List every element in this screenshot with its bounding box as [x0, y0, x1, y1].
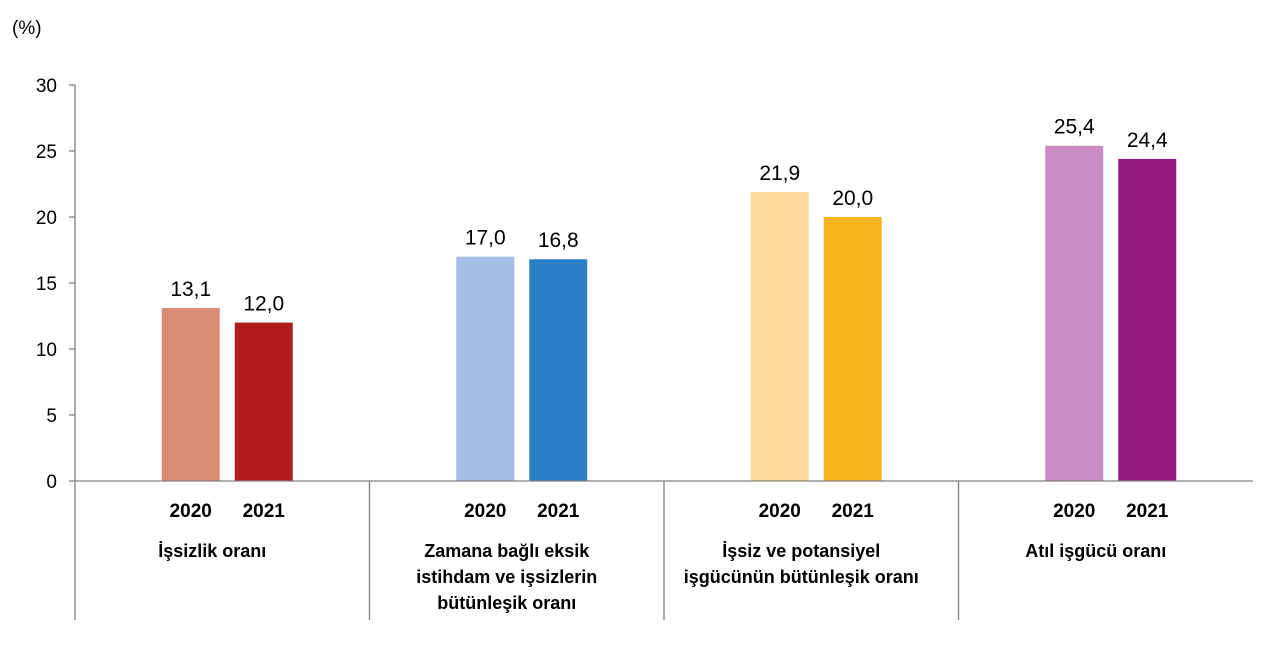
category-label: Atıl işgücü oranı: [1025, 541, 1166, 561]
bar-2021: [234, 322, 293, 481]
category-label: Zamana bağlı eksik: [424, 541, 590, 561]
year-label: 2020: [464, 501, 506, 522]
category-label: istihdam ve işsizlerin: [416, 567, 597, 587]
bar-2020: [161, 308, 220, 481]
y-tick-label: 0: [46, 472, 57, 493]
y-tick-label: 10: [36, 340, 57, 361]
category-label: İşsiz ve potansiyel: [722, 541, 880, 561]
data-label: 12,0: [243, 293, 284, 316]
bar-2021: [529, 259, 588, 481]
year-label: 2020: [1053, 501, 1095, 522]
year-label: 2021: [243, 501, 286, 522]
data-label: 17,0: [465, 227, 506, 250]
year-label: 2020: [170, 501, 212, 522]
year-label: 2021: [537, 501, 580, 522]
data-label: 13,1: [170, 278, 211, 301]
category-label: bütünleşik oranı: [437, 593, 576, 613]
y-tick-label: 15: [36, 274, 57, 295]
bars: 13,1 12,0 17,0 16,8 21,9 20,0 25,4 24,4: [161, 116, 1177, 482]
category-label: İşsizlik oranı: [158, 541, 266, 561]
y-axis: 0 5 10 15 20 25 30: [36, 76, 76, 620]
unit-label: (%): [12, 18, 42, 39]
y-tick-label: 30: [36, 76, 57, 97]
bar-2021: [1118, 158, 1177, 482]
x-axis: 2020 2021 İşsizlik oranı 2020 2021 Zamana bağ…: [75, 480, 1253, 620]
data-label: 21,9: [759, 162, 800, 185]
data-label: 24,4: [1127, 129, 1168, 152]
y-tick-label: 25: [36, 142, 57, 163]
data-label: 20,0: [832, 187, 873, 210]
year-label: 2020: [759, 501, 801, 522]
y-tick-label: 5: [46, 406, 57, 427]
bar-2020: [750, 191, 809, 482]
data-label: 16,8: [538, 229, 579, 252]
y-tick-label: 20: [36, 208, 57, 229]
data-label: 25,4: [1054, 116, 1095, 139]
year-label: 2021: [1126, 501, 1169, 522]
bar-2020: [1045, 145, 1104, 481]
year-label: 2021: [832, 501, 875, 522]
category-label: işgücünün bütünleşik oranı: [684, 567, 919, 587]
bar-2020: [456, 256, 515, 481]
bar-2021: [823, 217, 882, 481]
